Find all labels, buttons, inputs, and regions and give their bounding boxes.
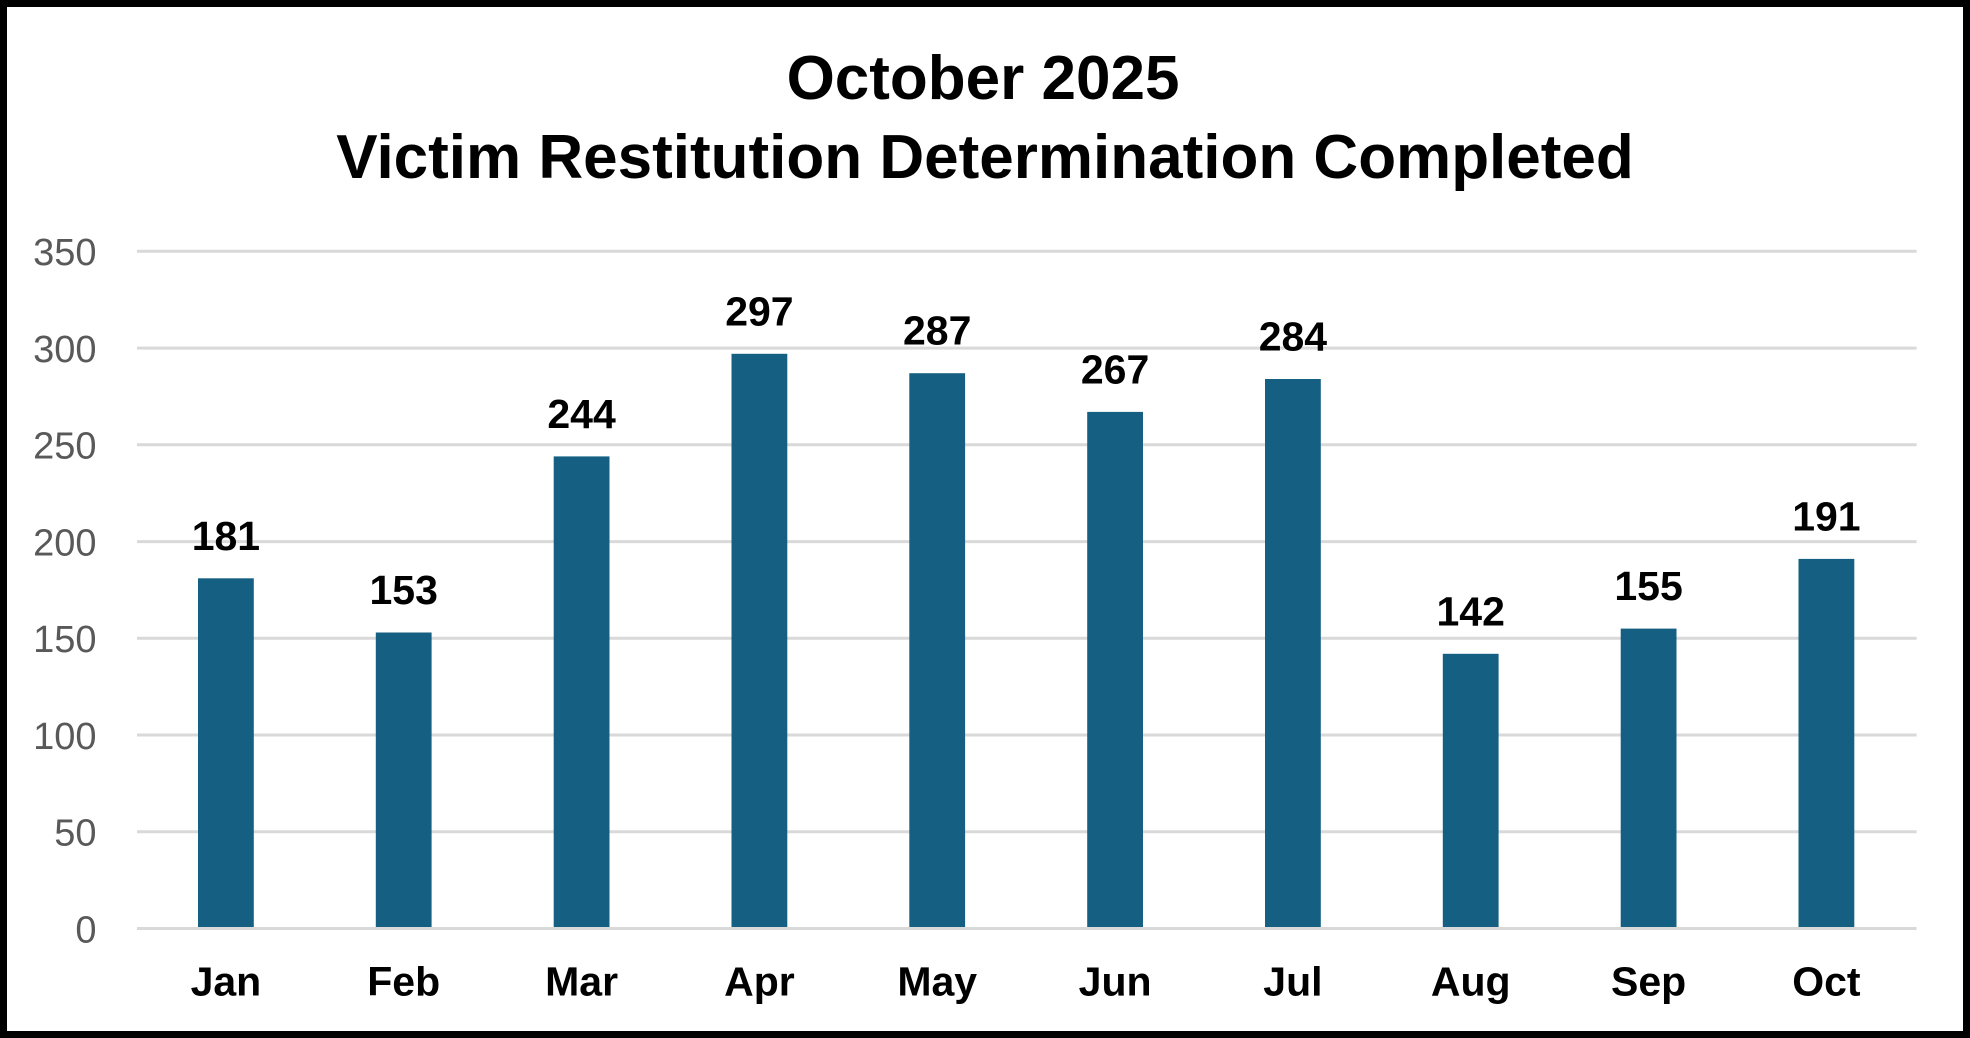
svg-text:284: 284	[1259, 314, 1328, 360]
svg-text:250: 250	[33, 426, 96, 468]
svg-text:297: 297	[725, 288, 793, 334]
svg-text:150: 150	[33, 619, 96, 661]
svg-text:0: 0	[75, 909, 96, 951]
svg-text:Mar: Mar	[545, 959, 618, 1005]
svg-text:Jun: Jun	[1079, 959, 1152, 1005]
svg-text:100: 100	[33, 716, 96, 758]
svg-text:October 2025: October 2025	[787, 44, 1180, 113]
svg-text:Jan: Jan	[191, 959, 262, 1005]
svg-text:350: 350	[33, 232, 96, 274]
svg-text:181: 181	[192, 513, 260, 559]
svg-text:Aug: Aug	[1431, 959, 1511, 1005]
svg-text:Apr: Apr	[724, 959, 795, 1005]
svg-text:267: 267	[1081, 346, 1149, 392]
svg-text:Victim Restitution Determinati: Victim Restitution Determination Complet…	[336, 123, 1634, 192]
svg-text:200: 200	[33, 522, 96, 564]
svg-text:300: 300	[33, 329, 96, 371]
svg-text:Feb: Feb	[367, 959, 440, 1005]
svg-text:Jul: Jul	[1263, 959, 1322, 1005]
svg-text:May: May	[897, 959, 977, 1005]
svg-text:Sep: Sep	[1611, 959, 1686, 1005]
svg-text:191: 191	[1792, 493, 1860, 539]
svg-text:Oct: Oct	[1792, 959, 1861, 1005]
svg-text:50: 50	[54, 813, 96, 855]
svg-text:142: 142	[1436, 588, 1504, 634]
svg-text:155: 155	[1614, 563, 1682, 609]
svg-text:244: 244	[547, 391, 616, 437]
svg-text:287: 287	[903, 308, 971, 354]
svg-text:153: 153	[369, 567, 437, 613]
